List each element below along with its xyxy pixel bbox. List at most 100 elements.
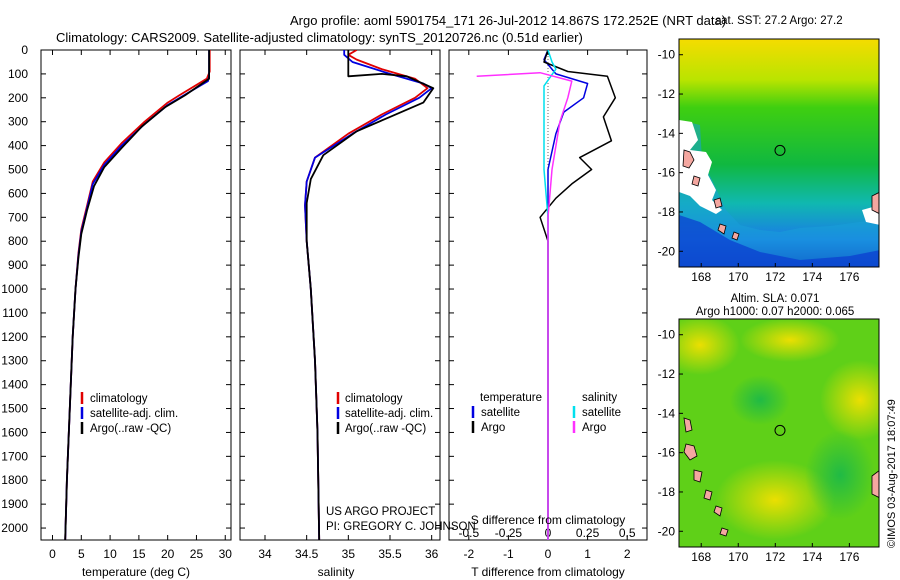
sla-low-region (730, 375, 790, 425)
x-tick-label: 15 (132, 547, 146, 561)
imos-stamp: ©IMOS 03-Aug-2017 18:07:49 (886, 399, 898, 548)
pi-credit: PI: GREGORY C. JOHNSON (326, 521, 476, 533)
series-line-climatology (304, 50, 429, 540)
lat-tick-label: -16 (658, 166, 676, 180)
legend-label-t-satellite: satellite (481, 407, 520, 419)
sla-map: Altim. SLA: 0.071 Argo h1000: 0.07 h2000… (658, 293, 880, 564)
t-difference-axis-label: T difference from climatology (471, 565, 625, 579)
lat-tick-label: -14 (658, 406, 676, 420)
series-line-climatology (64, 50, 211, 540)
series-line-temperature-satellite (543, 50, 589, 540)
depth-tick-label: 1000 (1, 282, 28, 296)
sst-cloud-mask (679, 120, 722, 214)
x-tick-label: 1 (584, 547, 591, 561)
legend-label-satellite: satellite-adj. clim. (345, 408, 433, 420)
legend-label-argo: Argo(..raw -QC) (90, 423, 171, 435)
lon-tick-label: 168 (691, 270, 711, 284)
depth-tick-label: 400 (8, 139, 28, 153)
legend-label-argo: Argo(..raw -QC) (345, 423, 426, 435)
lon-tick-label: 168 (691, 550, 711, 564)
depth-tick-label: 300 (8, 115, 28, 129)
title-line-2: Climatology: CARS2009. Satellite-adjuste… (56, 30, 583, 45)
lon-tick-label: 172 (765, 270, 785, 284)
lat-tick-label: -14 (658, 126, 676, 140)
temperature-legend: climatology satellite-adj. clim. Argo(..… (80, 392, 178, 435)
sla-high-region (715, 460, 835, 540)
lat-tick-label: -20 (658, 524, 676, 538)
lon-tick-label: 170 (728, 550, 748, 564)
x-tick-label: 25 (190, 547, 204, 561)
x-tick-label-top: 0.5 (619, 526, 636, 540)
x-tick-label: 35 (342, 547, 356, 561)
x-tick-label: -1 (503, 547, 514, 561)
lon-tick-label: 174 (802, 550, 822, 564)
sst-map-ticks: 168 170 172 174 176 -10 -12 -14 -16 -18 -20 (658, 48, 860, 284)
difference-legend: temperature satellite Argo salinity sate… (471, 392, 621, 434)
sla-high-region (820, 360, 879, 440)
depth-tick-label: 1400 (1, 378, 28, 392)
sst-map-title: sat. SST: 27.2 Argo: 27.2 (715, 15, 842, 27)
salinity-axes (239, 49, 441, 541)
salinity-axis-label: salinity (318, 565, 355, 579)
land-islands (682, 149, 740, 241)
sla-map-frame (678, 318, 880, 548)
depth-tick-label: 1800 (1, 473, 28, 487)
salinity-series (304, 50, 435, 540)
lat-tick-label: -10 (658, 48, 676, 62)
temperature-axes (40, 49, 232, 541)
temperature-axis-label: temperature (deg C) (82, 565, 190, 579)
x-tick-label: 34 (258, 547, 272, 561)
x-tick-label: 30 (219, 547, 233, 561)
salinity-legend: climatology satellite-adj. clim. Argo(..… (336, 392, 433, 435)
series-line-satellite-adj-clim- (304, 50, 433, 540)
lat-tick-label: -16 (658, 446, 676, 460)
depth-tick-label: 200 (8, 91, 28, 105)
argo-float-marker (774, 144, 786, 156)
sla-map-subtitle: Argo h1000: 0.07 h2000: 0.065 (696, 306, 855, 318)
lon-tick-label: 172 (765, 550, 785, 564)
land-islands (683, 417, 729, 537)
depth-tick-label: 1300 (1, 354, 28, 368)
x-tick-label: 20 (161, 547, 175, 561)
lon-tick-label: 170 (728, 270, 748, 284)
legend-label-s-satellite: satellite (582, 407, 621, 419)
x-tick-label: 36 (425, 547, 439, 561)
series-line-argo (305, 50, 435, 540)
x-tick-label: -2 (463, 547, 474, 561)
depth-tick-label: 700 (8, 210, 28, 224)
sla-high-region (740, 319, 840, 362)
lat-tick-label: -18 (658, 485, 676, 499)
series-line-argo (64, 50, 211, 540)
lon-tick-label: 176 (839, 550, 859, 564)
project-credit: US ARGO PROJECT (326, 506, 435, 518)
depth-tick-label: 900 (8, 258, 28, 272)
depth-tick-label: 1600 (1, 425, 28, 439)
legend-label-climatology: climatology (90, 393, 148, 405)
lat-tick-label: -18 (658, 205, 676, 219)
x-tick-label: 34.5 (295, 547, 319, 561)
lat-tick-label: -20 (658, 244, 676, 258)
lon-tick-label: 174 (802, 270, 822, 284)
series-line-satellite-adj-clim- (64, 50, 211, 540)
sla-low-region (805, 430, 875, 520)
sla-map-ticks: 168 170 172 174 176 -10 -12 -14 -16 -18 -20 (658, 328, 860, 564)
land-east (871, 470, 879, 498)
salinity-axis-ticks: 34 34.5 35 35.5 36 (240, 49, 440, 561)
depth-tick-label: 1200 (1, 330, 28, 344)
land-east (871, 192, 879, 214)
argo-float-marker (774, 424, 786, 436)
depth-tick-label: 1900 (1, 497, 28, 511)
lat-tick-label: -12 (658, 87, 676, 101)
sst-map: sat. SST: 27.2 Argo: 27.2 168 170 172 174 17… (658, 15, 880, 284)
x-tick-label: 0 (545, 547, 552, 561)
sst-map-frame (678, 38, 880, 268)
legend-title-temperature: temperature (480, 392, 542, 404)
legend-label-satellite: satellite-adj. clim. (90, 408, 178, 420)
series-line-salinity-satellite (543, 50, 557, 540)
depth-tick-label: 600 (8, 186, 28, 200)
depth-tick-label: 1500 (1, 402, 28, 416)
series-line-salinity-argo (476, 71, 573, 540)
x-tick-label: 5 (78, 547, 85, 561)
